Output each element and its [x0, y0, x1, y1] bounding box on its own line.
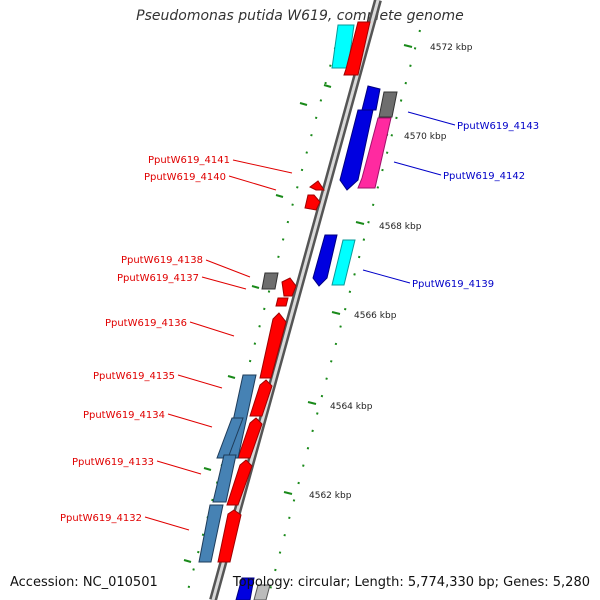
gene-small-red[interactable]: [275, 297, 289, 307]
leader-line: [201, 276, 247, 290]
gene-gray-top[interactable]: [378, 91, 398, 118]
tick-mark: [299, 102, 308, 106]
gene-red-4133[interactable]: [226, 459, 253, 506]
tick-label: 4566 kbp: [354, 311, 397, 321]
genome-title: Pseudomonas putida W619, complete genome: [136, 8, 464, 24]
gene-gray-bottom[interactable]: [253, 584, 271, 600]
tick-mark: [307, 401, 317, 405]
gene-label[interactable]: PputW619_4137: [117, 273, 199, 284]
gene-PputW619_4136[interactable]: [259, 312, 287, 379]
gene-PputW619_4138[interactable]: [261, 272, 279, 290]
gene-blue-top[interactable]: [361, 85, 381, 111]
gene-labels-left: PputW619_4141 PputW619_4140 PputW619_413…: [60, 155, 230, 524]
gene-label[interactable]: PputW619_4141: [148, 155, 230, 166]
gene-PputW619_4143[interactable]: [339, 109, 374, 191]
gene-label[interactable]: PputW619_4135: [93, 371, 175, 382]
tick-mark: [183, 559, 192, 563]
tick-mark: [355, 221, 365, 225]
tick-mark: [403, 44, 413, 48]
tick-mark: [227, 375, 236, 379]
tick-mark: [323, 84, 332, 88]
gene-label[interactable]: PputW619_4142: [443, 171, 525, 182]
gene-red-4132[interactable]: [217, 509, 242, 563]
gene-red-4135[interactable]: [249, 379, 273, 417]
right-strand-genes: [312, 21, 398, 287]
tick-mark: [275, 194, 284, 198]
gene-label[interactable]: PputW619_4143: [457, 121, 539, 132]
leader-line: [228, 175, 277, 191]
leader-line: [156, 460, 202, 475]
gene-PputW619_4141[interactable]: [309, 180, 325, 191]
gene-PputW619_4137[interactable]: [281, 277, 297, 297]
gene-labels-right: PputW619_4143 PputW619_4142 PputW619_413…: [412, 121, 539, 290]
left-strand-genes: [198, 180, 325, 600]
genome-backbone: [209, 0, 382, 600]
gene-PputW619_4133[interactable]: [212, 454, 237, 503]
gene-red-top[interactable]: [343, 21, 371, 76]
leader-line: [144, 516, 190, 531]
gene-label[interactable]: PputW619_4140: [144, 172, 226, 183]
guide-lines: [187, 29, 421, 591]
gene-label[interactable]: PputW619_4138: [121, 255, 203, 266]
leader-line: [189, 321, 235, 337]
gene-red-4134[interactable]: [237, 417, 263, 459]
leader-line: [177, 374, 223, 389]
gene-cyan-mid[interactable]: [331, 239, 356, 286]
tick-mark: [331, 311, 341, 315]
gene-blue-bottom[interactable]: [235, 577, 255, 600]
gene-label[interactable]: PputW619_4132: [60, 513, 142, 524]
tick-labels: 4572 kbp 4570 kbp 4568 kbp 4566 kbp 4564…: [309, 43, 473, 501]
leader-line: [232, 159, 293, 174]
gene-PputW619_4139[interactable]: [312, 234, 338, 287]
tick-label: 4570 kbp: [404, 132, 447, 142]
gene-PputW619_4140[interactable]: [304, 194, 321, 211]
gene-label[interactable]: PputW619_4133: [72, 457, 154, 468]
leader-line: [167, 413, 213, 428]
tick-label: 4568 kbp: [379, 222, 422, 232]
accession-text: Accession: NC_010501: [10, 575, 158, 590]
right-dotted-guide: [269, 29, 421, 591]
leader-line: [362, 269, 411, 284]
gene-label[interactable]: PputW619_4136: [105, 318, 187, 329]
gene-label[interactable]: PputW619_4134: [83, 410, 165, 421]
topology-text: Topology: circular; Length: 5,774,330 bp…: [232, 575, 590, 590]
label-leaders: [144, 111, 456, 531]
gene-PputW619_4142[interactable]: [357, 117, 392, 189]
tick-mark: [283, 491, 293, 495]
leader-line: [407, 111, 456, 126]
gene-PputW619_4132[interactable]: [198, 504, 224, 563]
tick-label: 4562 kbp: [309, 491, 352, 501]
gene-label[interactable]: PputW619_4139: [412, 279, 494, 290]
tick-mark: [251, 285, 260, 289]
leader-line: [393, 161, 442, 176]
tick-label: 4564 kbp: [330, 402, 373, 412]
leader-line: [205, 259, 251, 278]
tick-mark: [203, 467, 212, 471]
tick-label: 4572 kbp: [430, 43, 473, 53]
